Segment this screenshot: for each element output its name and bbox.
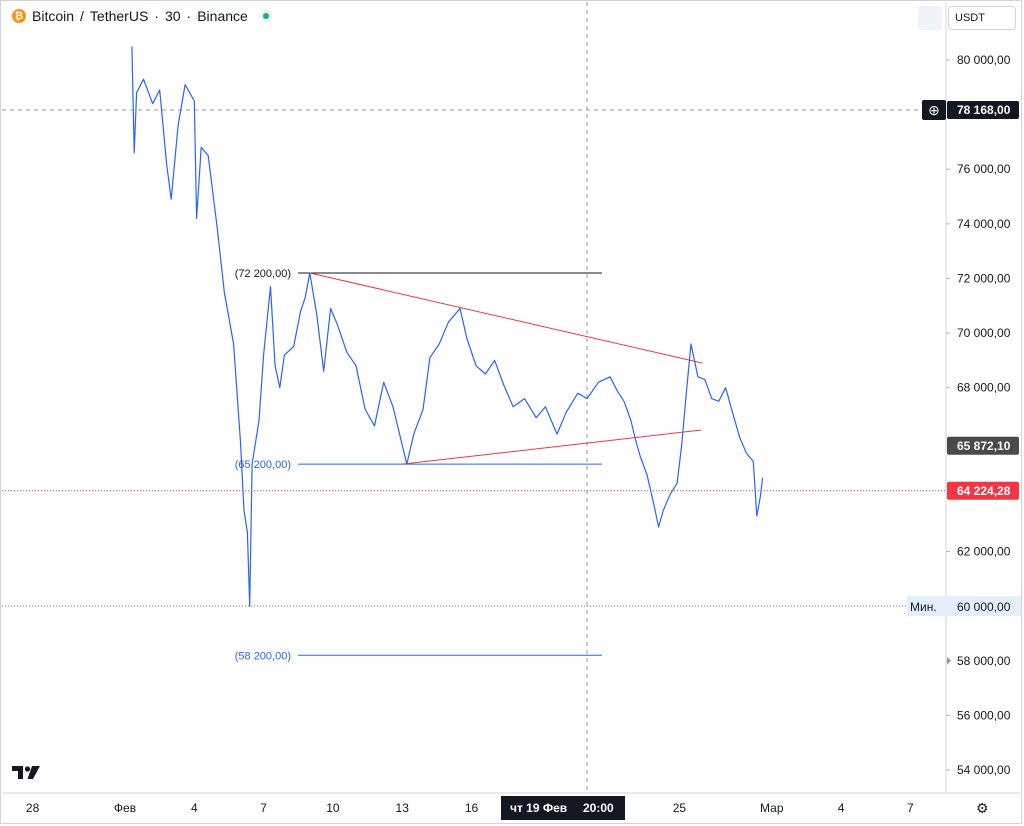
time-tick-label: 4 bbox=[191, 801, 198, 815]
time-tick-label: 10 bbox=[326, 801, 340, 815]
crosshair-price-label: 78 168,00 bbox=[957, 103, 1011, 117]
crosshair-price-bg bbox=[947, 101, 1019, 120]
gray-price-label: 65 872,10 bbox=[957, 439, 1011, 453]
price-tick-label: 68 000,00 bbox=[957, 381, 1011, 395]
symbol-name: Bitcoin bbox=[32, 8, 75, 24]
time-tick-label: 4 bbox=[838, 801, 845, 815]
min-price-label: 60 000,00 bbox=[957, 600, 1011, 614]
price-tick-label: 58 000,00 bbox=[957, 654, 1011, 668]
level-label: (72 200,00) bbox=[235, 268, 291, 280]
price-tick-label: 54 000,00 bbox=[957, 763, 1011, 777]
symbol-header[interactable]: ₿ Bitcoin / TetherUS · 30 · Binance bbox=[12, 8, 272, 24]
price-axis[interactable]: 80 000,00 76 000,00 74 000,00 72 000,00 70 0… bbox=[946, 53, 1011, 777]
market-status-icon[interactable] bbox=[259, 10, 272, 22]
chart-control-button[interactable] bbox=[918, 6, 942, 30]
time-tick-label: 16 bbox=[465, 801, 479, 815]
trend-line[interactable] bbox=[402, 429, 702, 465]
price-tick-label: 56 000,00 bbox=[957, 708, 1011, 722]
level-label: (65 200,00) bbox=[235, 459, 291, 471]
min-tag: Мин. bbox=[910, 600, 937, 614]
plus-circle-icon[interactable]: ⊕ bbox=[928, 102, 940, 118]
time-axis[interactable]: 28 Фев 4 7 10 13 16 25 Мар 4 7 чт 19 Фев 20:00 bbox=[26, 796, 914, 820]
price-tick-label: 76 000,00 bbox=[957, 162, 1011, 176]
symbol-separator: / bbox=[80, 8, 84, 24]
tradingview-logo-icon[interactable] bbox=[12, 764, 42, 785]
gear-icon[interactable]: ⚙ bbox=[976, 800, 989, 816]
last-price-bg bbox=[947, 481, 1019, 500]
price-tick-label: 74 000,00 bbox=[957, 217, 1011, 231]
bitcoin-icon: ₿ bbox=[12, 9, 26, 23]
crosshair-time-bg bbox=[501, 796, 625, 820]
min-price-bg bbox=[907, 596, 1021, 617]
time-tick-label: Мар bbox=[760, 801, 784, 815]
header-dot: · bbox=[154, 8, 159, 24]
level-label: (58 200,00) bbox=[235, 650, 291, 662]
drawings[interactable]: (72 200,00) (65 200,00) (58 200,00) bbox=[235, 268, 703, 662]
crosshair-time-label: 20:00 bbox=[583, 801, 614, 815]
interval-label: 30 bbox=[164, 8, 181, 24]
trend-line[interactable] bbox=[309, 272, 703, 364]
price-markers: 78 168,00 ⊕ 64 224,28 65 872,10 Мин. 60 000,0… bbox=[2, 100, 1021, 665]
gray-price-bg bbox=[947, 436, 1019, 455]
currency-button[interactable]: USDT bbox=[948, 6, 1016, 30]
last-price-label: 64 224,28 bbox=[957, 484, 1011, 498]
price-series bbox=[131, 46, 764, 607]
time-tick-label: 28 bbox=[26, 801, 40, 815]
price-tick-label: 62 000,00 bbox=[957, 545, 1011, 559]
crosshair-day-label: чт 19 Фев bbox=[510, 801, 567, 815]
price-tick-label: 70 000,00 bbox=[957, 326, 1011, 340]
header-dot: · bbox=[186, 8, 192, 24]
quote-name: TetherUS bbox=[89, 8, 149, 24]
time-tick-label: 7 bbox=[907, 801, 914, 815]
time-tick-label: 7 bbox=[260, 801, 267, 815]
exchange-label: Binance bbox=[197, 8, 248, 24]
price-line bbox=[131, 46, 764, 607]
time-tick-label: 25 bbox=[673, 801, 687, 815]
price-tick-label: 72 000,00 bbox=[957, 271, 1011, 285]
chart-grid bbox=[2, 2, 1020, 794]
price-tick-label: 80 000,00 bbox=[957, 53, 1011, 67]
time-tick-label: Фев bbox=[114, 801, 136, 815]
axis-marker bbox=[947, 656, 951, 665]
add-alert-button-bg[interactable] bbox=[922, 100, 946, 121]
time-tick-label: 13 bbox=[396, 801, 410, 815]
